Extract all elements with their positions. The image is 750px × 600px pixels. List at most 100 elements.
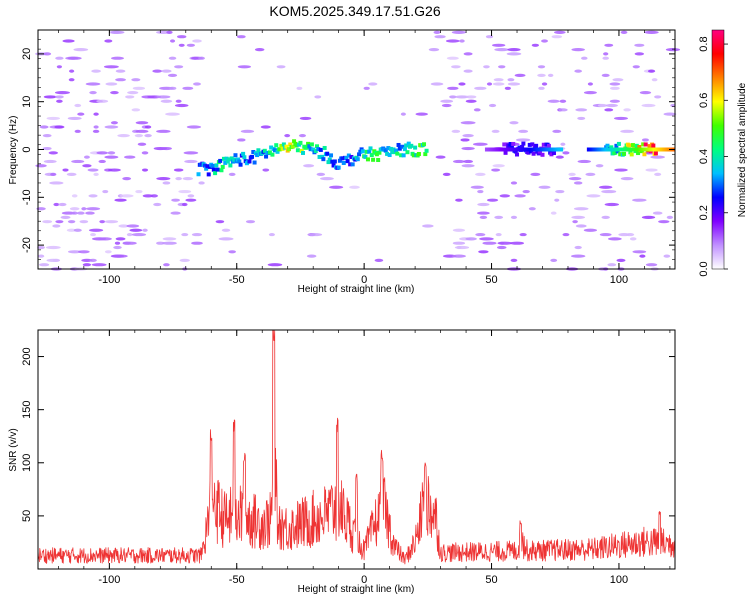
spectrogram-noise-cell [175,99,182,103]
spectrogram-signal-cell [292,139,297,144]
spectrogram-noise-cell [74,103,82,108]
spectrogram-noise-cell [135,121,149,125]
spectrogram-noise-cell [486,198,499,202]
spectrogram-noise-cell [144,134,152,138]
spectrogram-noise-cell [632,250,647,254]
spectrogram-noise-cell [91,69,101,73]
spectrogram-signal-cell [204,166,209,171]
spectrogram-noise-cell [496,245,507,250]
spectrogram-noise-cell [316,172,326,176]
spectrogram-noise-cell [577,159,591,164]
spectrogram-noise-cell [131,108,141,112]
spectrogram-noise-cell [84,155,90,159]
colorbar-tick-label: 0.2 [698,205,710,220]
spectrogram-noise-cell [113,245,122,250]
spectrogram-noise-cell [141,168,149,172]
spectrogram-noise-cell [504,86,511,90]
spectrogram-noise-cell [465,237,477,241]
spectrogram-noise-cell [192,39,202,43]
snr-x-tick-label: 0 [361,574,367,586]
spectrogram-signal-cell [393,148,398,153]
spectrogram-noise-cell [125,95,135,99]
snr-panel: -100 -50 0 50 100 50 100 150 200 Height of strai… [8,329,676,595]
spectrogram-signal-cell [405,150,410,155]
spectrogram-noise-cell [463,159,474,164]
spectrogram-signal-cell [642,152,647,157]
spectrogram-noise-cell [537,73,546,78]
spectrogram-noise-cell [38,263,50,267]
spectrogram-noise-cell [115,69,126,73]
spectrogram-signal-cell [340,156,345,161]
spectrogram-noise-cell [71,194,78,198]
spectrogram-signal-cell [300,150,305,155]
spectrogram-noise-cell [183,151,199,155]
spectrogram-noise-cell [609,86,620,90]
spectrogram-noise-cell [156,129,171,133]
spectrogram-noise-cell [237,138,246,142]
spectrogram-signal-cell [365,157,370,162]
spectrogram-noise-cell [470,185,484,189]
spectrogram-signal-cell [360,149,365,154]
spectrogram-noise-cell [170,211,181,215]
spectrogram-noise-cell [240,129,255,133]
spectrogram-noise-cell [495,232,502,237]
spectrogram-noise-cell [562,232,570,237]
spectrogram-noise-cell [135,189,143,194]
spectrogram-signal-cell [413,145,418,150]
spectrogram-signal-cell [233,153,238,158]
spectrogram-signal-cell [211,167,216,172]
spectrogram-noise-cell [68,78,75,82]
spectrogram-noise-cell [193,82,201,86]
colorbar-tick-label: 0.8 [698,36,710,51]
spectrogram-noise-cell [447,86,459,90]
spectrogram-noise-cell [50,172,57,176]
spectrogram-noise-cell [577,116,586,121]
spectrogram-noise-cell [89,91,97,95]
snr-y-tick-label: 150 [21,400,33,418]
spectrogram-signal-cell [275,149,280,154]
spectrogram-signal-cell [513,149,518,154]
spectrogram-noise-cell [634,43,645,47]
spectrogram-signal-cell [560,147,564,152]
spectrogram-signal-cell [530,142,535,147]
spectrogram-noise-cell [435,155,446,159]
spectrogram-noise-cell [35,164,47,168]
spectrogram-signal-cell [424,148,429,153]
spectrogram-noise-cell [67,116,82,121]
spectrogram-noise-cell [620,30,628,34]
spectrogram-noise-cell [547,73,554,78]
spectrogram-signal-cell [315,144,320,149]
spectrogram-noise-cell [573,207,589,211]
spectrogram-signal-cell [628,150,633,155]
snr-frame [37,329,676,570]
spectrogram-signal-cell [270,152,275,157]
spectrogram-noise-cell [488,103,497,108]
spectrogram-noise-cell [48,151,58,155]
spectrogram-x-tick-label: 100 [610,274,628,286]
spectrogram-noise-cell [492,164,505,168]
spectrogram-noise-cell [663,112,677,116]
spectrogram-noise-cell [620,129,634,133]
spectrogram-signal-cell [308,147,313,152]
spectrogram-signal-cell [346,153,351,158]
spectrogram-noise-cell [663,254,671,258]
spectrogram-noise-cell [60,215,71,219]
spectrogram-signal-cell [290,144,295,149]
spectrogram-noise-cell [69,207,80,211]
spectrogram-noise-cell [574,245,582,250]
spectrogram-noise-cell [69,69,75,73]
spectrogram-noise-cell [614,168,628,172]
spectrogram-noise-cell [141,151,149,155]
spectrogram-noise-cell [117,134,130,138]
spectrogram-noise-cell [160,146,172,151]
spectrogram-noise-cell [492,43,506,47]
spectrogram-signal-cell [332,159,337,164]
spectrogram-noise-cell [37,254,45,258]
spectrogram-signal-cell [546,143,551,148]
spectrogram-noise-cell [568,172,576,176]
spectrogram-noise-cell [510,215,518,219]
spectrogram-noise-cell [110,121,118,125]
spectrogram-signal-cell [399,153,404,158]
spectrogram-noise-cell [641,103,656,108]
